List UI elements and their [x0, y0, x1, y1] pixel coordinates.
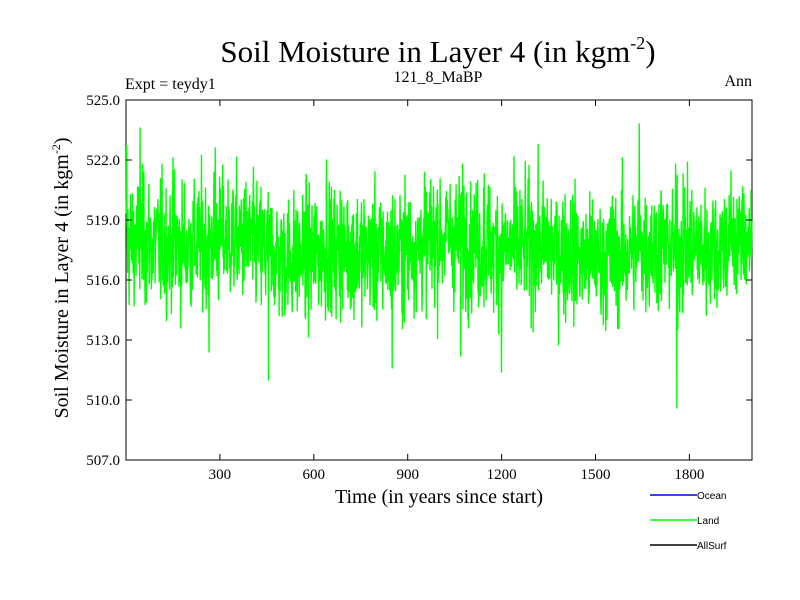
- y-tick-label: 516.0: [86, 273, 120, 289]
- subtitle-center: 121_8_MaBP: [394, 69, 483, 86]
- chart-title: Soil Moisture in Layer 4 (in kgm-2): [220, 33, 655, 69]
- y-tick-label: 525.0: [86, 93, 120, 109]
- legend-label-ocean: Ocean: [697, 491, 726, 502]
- x-tick-label: 1200: [487, 467, 517, 483]
- y-axis-label: Soil Moisture in Layer 4 (in kgm-2): [49, 137, 73, 418]
- y-tick-label: 507.0: [86, 453, 120, 469]
- x-tick-label: 600: [303, 467, 326, 483]
- y-tick-label: 513.0: [86, 333, 120, 349]
- series-line-land: [125, 123, 753, 409]
- y-tick-label: 522.0: [86, 153, 120, 169]
- legend: Ocean Land AllSurf: [650, 491, 727, 552]
- plot-area: 300 600 900 1200 1500 1800 507.0 510.0 513.0 516.…: [86, 93, 753, 483]
- ticks-layer: 300 600 900 1200 1500 1800 507.0 510.0 513.0 516.…: [86, 93, 752, 483]
- x-tick-label: 900: [396, 467, 419, 483]
- y-tick-label: 510.0: [86, 393, 120, 409]
- y-tick-label: 519.0: [86, 213, 120, 229]
- x-tick-label: 1500: [581, 467, 611, 483]
- subtitle-left: Expt = teydy1: [125, 76, 216, 93]
- legend-label-allsurf: AllSurf: [697, 541, 727, 552]
- subtitle-right: Ann: [724, 73, 752, 90]
- legend-label-land: Land: [697, 516, 719, 527]
- x-tick-label: 300: [209, 467, 232, 483]
- x-axis-label: Time (in years since start): [335, 486, 543, 508]
- x-tick-label: 1800: [674, 467, 704, 483]
- series-layer: [125, 123, 753, 409]
